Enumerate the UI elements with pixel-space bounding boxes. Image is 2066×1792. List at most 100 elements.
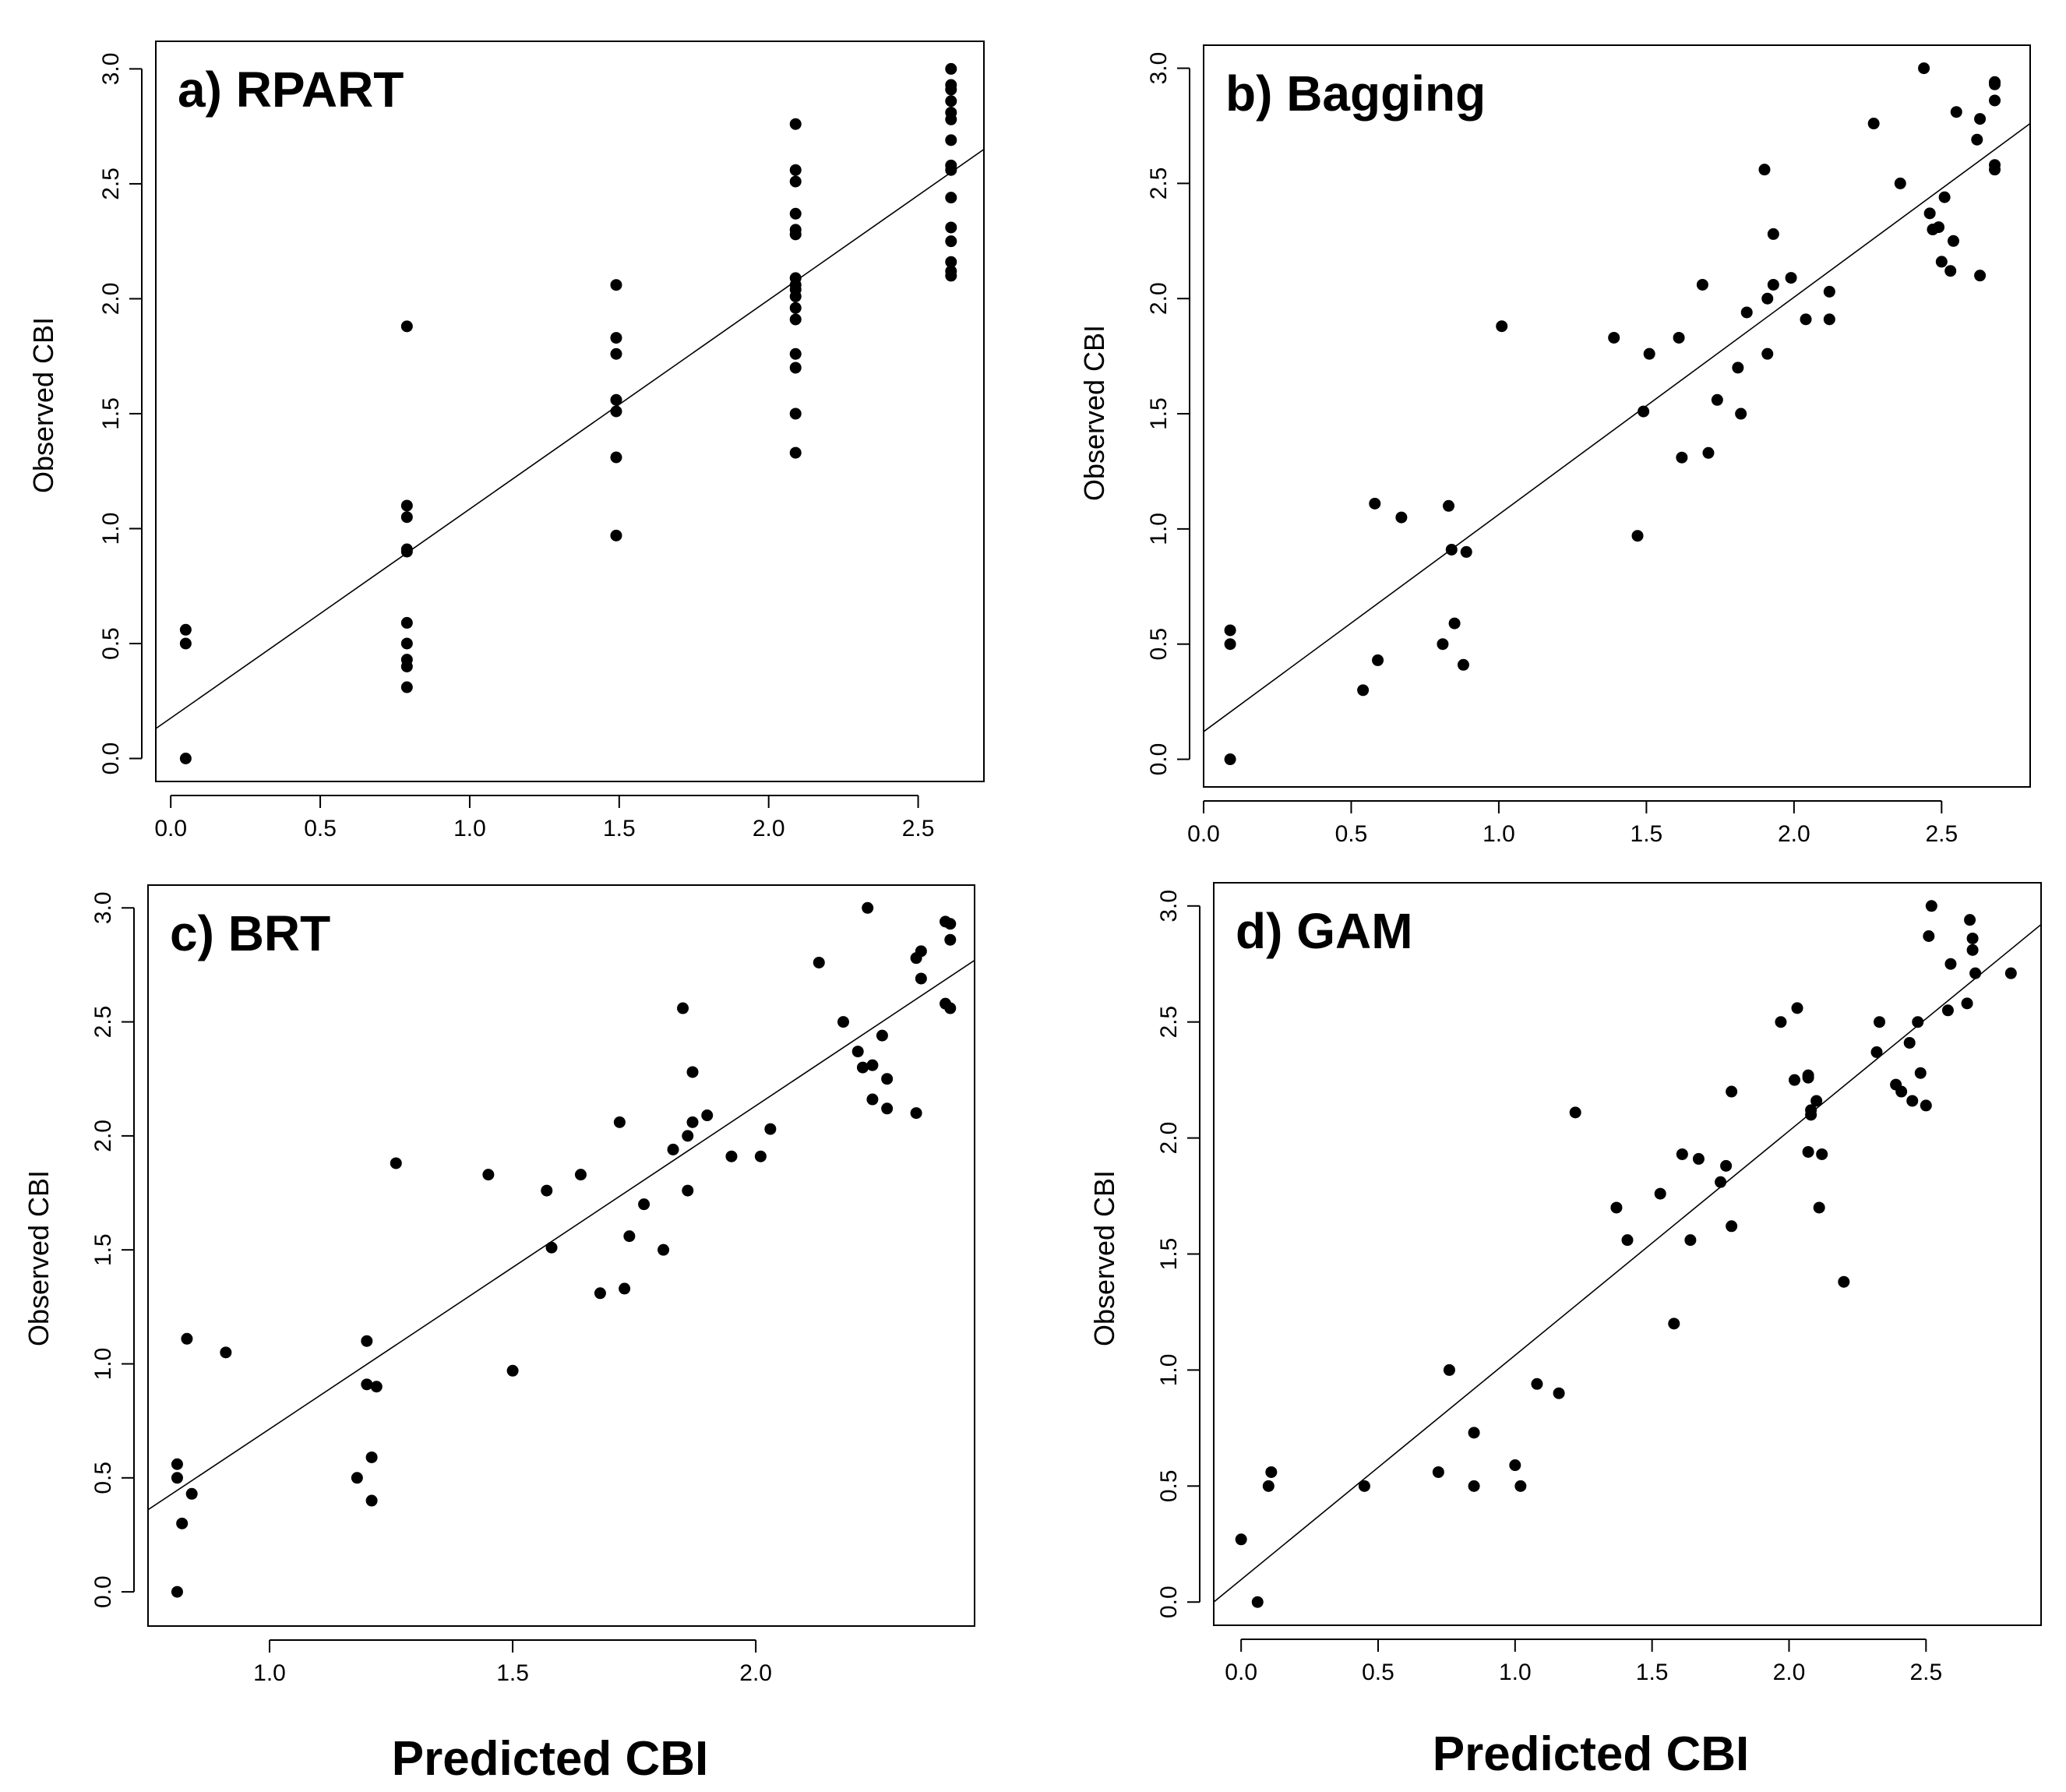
data-point [945, 270, 957, 282]
y-tick-label: 0.5 [1146, 628, 1172, 661]
data-point [1468, 1427, 1480, 1439]
x-tick-label: 0.5 [1335, 821, 1368, 847]
data-point [482, 1169, 495, 1181]
data-point [1974, 113, 1987, 125]
y-tick-label: 1.5 [1156, 1238, 1182, 1271]
data-point [1966, 944, 1979, 956]
data-point [220, 1346, 232, 1359]
data-point [613, 1116, 626, 1128]
data-point [1610, 1201, 1623, 1214]
data-point [1791, 1002, 1803, 1014]
data-point [1966, 932, 1979, 944]
y-tick-label: 2.5 [1146, 168, 1172, 200]
data-point [1514, 1480, 1527, 1492]
x-tick-label: 1.5 [1636, 1660, 1669, 1685]
data-point [837, 1016, 849, 1028]
data-point [361, 1378, 373, 1391]
data-point [1912, 1016, 1924, 1028]
fit-line [148, 959, 975, 1511]
data-point [185, 1487, 198, 1500]
data-point [1696, 278, 1708, 291]
data-point [764, 1123, 777, 1135]
data-point [1443, 1363, 1455, 1376]
x-tick-label: 2.0 [1778, 821, 1810, 847]
data-point [1720, 1159, 1733, 1172]
x-tick-label: 1.0 [253, 1660, 286, 1686]
data-point [545, 1241, 558, 1254]
data-point [610, 405, 622, 418]
data-point [862, 901, 874, 914]
plot-frame [147, 884, 975, 1627]
data-point [945, 95, 957, 108]
data-point [1758, 164, 1771, 176]
data-point [1810, 1095, 1823, 1107]
data-point [1692, 1152, 1705, 1165]
data-point [1938, 191, 1951, 203]
data-point [1235, 1533, 1247, 1546]
x-tick-label: 2.0 [1773, 1660, 1806, 1685]
data-point [945, 221, 957, 234]
data-point [945, 83, 957, 96]
data-point [1767, 228, 1779, 240]
data-point [171, 1586, 183, 1598]
data-point [725, 1150, 738, 1162]
data-point [789, 164, 802, 176]
data-point [944, 1002, 957, 1014]
panel-1: 0.0 0.5 1.0 1.5 2.0 2.5 0.0 0.5 1.0 1.5 2.0 2.5 3.0 O… [27, 41, 985, 841]
data-point [181, 1332, 193, 1345]
data-point [1395, 511, 1408, 524]
data-point [506, 1364, 519, 1377]
data-point [1740, 306, 1753, 319]
data-point [1608, 331, 1620, 344]
data-point [2004, 967, 2017, 979]
data-point [945, 256, 957, 268]
data-point [851, 1046, 864, 1058]
panel-title: c) BRT [170, 905, 330, 961]
data-point [574, 1169, 587, 1181]
data-point [1989, 78, 2001, 90]
x-tick-label: 1.5 [496, 1660, 529, 1686]
y-tick-label: 2.0 [98, 283, 124, 316]
data-point [1874, 1016, 1886, 1028]
data-point [1944, 265, 1957, 277]
data-point [1448, 617, 1461, 630]
data-point [1509, 1459, 1521, 1472]
data-point [400, 511, 413, 524]
data-point [179, 752, 192, 764]
data-point [594, 1287, 606, 1300]
y-tick-label: 0.0 [90, 1575, 116, 1608]
data-point [789, 313, 802, 326]
data-point [1989, 94, 2001, 107]
data-point [179, 623, 192, 636]
data-point [1923, 207, 1936, 220]
data-point [1631, 530, 1644, 542]
y-tick-label: 3.0 [90, 891, 116, 924]
data-point [1676, 1148, 1688, 1160]
x-tick-label: 0.5 [1362, 1660, 1394, 1685]
data-point [1251, 1596, 1264, 1608]
data-point [1761, 292, 1774, 305]
data-point [610, 279, 622, 291]
x-tick-label: 0.0 [154, 816, 187, 841]
data-point [1643, 347, 1655, 360]
data-point [866, 1059, 879, 1071]
data-point [1823, 285, 1835, 298]
data-point [1553, 1387, 1565, 1399]
x-tick-label: 1.5 [1631, 821, 1663, 847]
data-point [1805, 1109, 1817, 1121]
data-point [623, 1230, 636, 1243]
data-point [1867, 118, 1880, 130]
y-tick-label: 2.0 [90, 1120, 116, 1152]
data-point [1265, 1466, 1278, 1478]
data-point [1870, 1046, 1883, 1058]
x-tick-label: 0.0 [1187, 821, 1220, 847]
data-point [610, 529, 622, 541]
data-point [789, 228, 802, 241]
data-point [1735, 407, 1747, 420]
data-point [1918, 62, 1930, 75]
data-point [1906, 1095, 1919, 1107]
y-tick-label: 1.0 [90, 1348, 116, 1381]
y-tick-label: 1.0 [1146, 513, 1172, 545]
data-point [1785, 272, 1797, 284]
data-point [1800, 313, 1812, 326]
